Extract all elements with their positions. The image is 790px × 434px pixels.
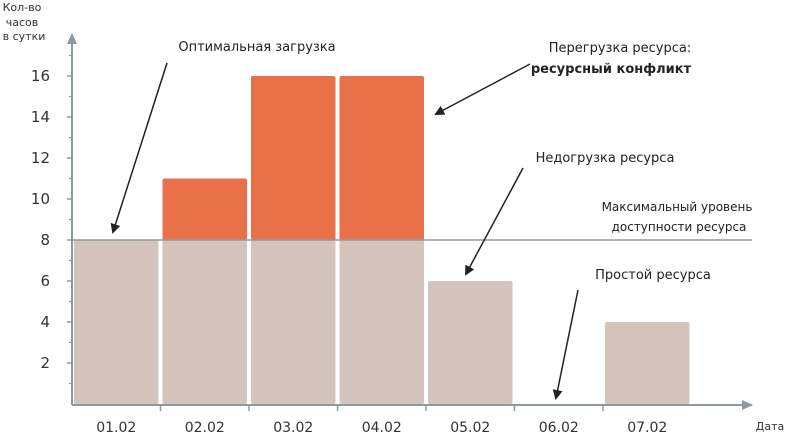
x-tick-04.02: 04.02 — [362, 420, 402, 434]
bar-02.02-base — [162, 240, 247, 404]
y-tick-10: 10 — [31, 190, 50, 208]
x-tick-03.02: 03.02 — [273, 420, 313, 434]
annotation-optimal: Оптимальная загрузка — [178, 40, 335, 55]
y-tick-16: 16 — [31, 67, 50, 85]
bar-05.02-base — [428, 281, 513, 404]
y-axis-title-line1: Кол-во — [3, 1, 42, 14]
annotation-capacity-line2: доступности ресурса — [612, 220, 747, 234]
arrow-idle — [552, 289, 579, 400]
x-tick-05.02: 05.02 — [450, 420, 490, 434]
y-tick-12: 12 — [31, 149, 50, 167]
x-tick-06.02: 06.02 — [539, 420, 579, 434]
arrow-overload — [434, 63, 531, 115]
y-tick-6: 6 — [40, 272, 50, 290]
x-axis-title: Дата — [756, 420, 784, 433]
bar-03.02-base — [251, 240, 336, 404]
x-tick-01.02: 01.02 — [96, 420, 136, 434]
arrow-optimal — [110, 62, 168, 234]
y-axis-title-line3: в сутки — [3, 30, 46, 43]
annotation-overload-line2: ресурсный конфликт — [531, 62, 692, 77]
annotation-underload: Недогрузка ресурса — [536, 151, 675, 166]
bar-04.02-overload — [339, 76, 424, 240]
x-tick-07.02: 07.02 — [627, 420, 667, 434]
y-tick-14: 14 — [31, 108, 50, 126]
arrow-underload — [465, 167, 524, 276]
y-tick-2: 2 — [40, 354, 50, 372]
y-axis-title-line2: часов — [6, 16, 39, 29]
bar-02.02-overload — [162, 178, 247, 240]
bar-03.02-overload — [251, 76, 336, 240]
bar-07.02-base — [605, 322, 690, 404]
bar-01.02-base — [74, 240, 159, 404]
bar-04.02-base — [339, 240, 424, 404]
annotation-capacity-line1: Максимальный уровень — [602, 200, 753, 214]
y-tick-4: 4 — [40, 313, 50, 331]
x-tick-02.02: 02.02 — [185, 420, 225, 434]
annotation-idle: Простой ресурса — [595, 268, 711, 283]
y-tick-8: 8 — [40, 231, 50, 249]
annotation-overload-line1: Перегрузка ресурса: — [549, 41, 692, 56]
